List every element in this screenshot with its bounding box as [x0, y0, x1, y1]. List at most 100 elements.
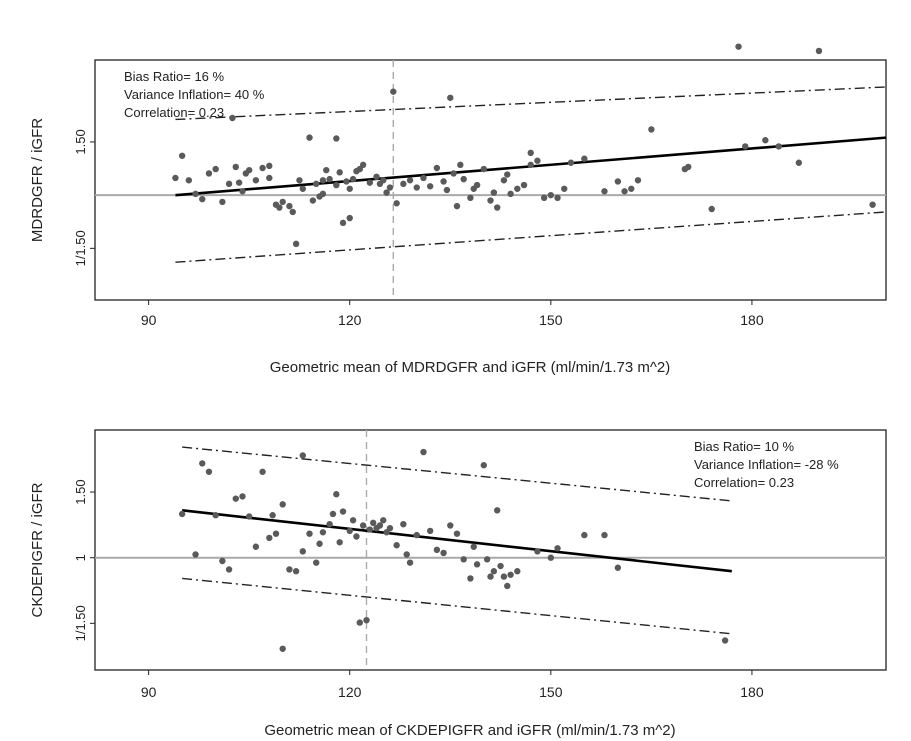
- data-point: [383, 189, 390, 196]
- data-point: [205, 170, 213, 177]
- plot-frame: [94, 59, 887, 301]
- data-point: [621, 188, 628, 195]
- stat-variance-inflation: Variance Inflation= -28 %: [694, 457, 839, 472]
- data-point: [292, 568, 300, 575]
- data-point: [393, 200, 400, 207]
- data-point: [205, 468, 213, 475]
- data-point: [259, 164, 266, 172]
- data-point: [356, 619, 363, 626]
- data-point: [225, 180, 233, 188]
- data-point: [279, 645, 286, 652]
- x-axis-label: Geometric mean of CKDEPIGFR and iGFR (ml…: [264, 722, 675, 739]
- data-point: [507, 190, 514, 198]
- plot-content: 90 120 150 180 1.50 1 1/1.50: [73, 430, 886, 700]
- data-point: [252, 543, 260, 550]
- y-tick-label: 1.50: [73, 479, 88, 504]
- data-point: [386, 184, 394, 191]
- data-point: [366, 526, 374, 533]
- data-point: [487, 197, 494, 204]
- data-point: [359, 522, 367, 529]
- data-point: [343, 178, 350, 185]
- data-point: [369, 519, 377, 527]
- data-point: [540, 194, 548, 202]
- data-point: [581, 531, 588, 539]
- x-tick-label: 90: [141, 684, 157, 700]
- data-point: [323, 166, 330, 174]
- y-tick-label: 1/1.50: [73, 230, 88, 266]
- data-point: [426, 527, 434, 535]
- data-point: [815, 47, 823, 55]
- data-point: [336, 539, 343, 546]
- data-point: [483, 556, 491, 563]
- data-point: [366, 179, 374, 186]
- regression-line: [182, 509, 732, 573]
- data-point: [447, 94, 454, 101]
- data-point: [406, 177, 414, 184]
- data-point: [547, 554, 555, 561]
- data-point: [514, 568, 521, 575]
- data-point: [296, 177, 303, 184]
- data-point: [648, 126, 655, 133]
- data-point: [413, 531, 420, 539]
- data-point: [172, 174, 179, 182]
- data-point: [245, 513, 253, 520]
- stat-bias-ratio: Bias Ratio= 16 %: [124, 69, 225, 84]
- data-point: [534, 548, 541, 555]
- x-tick-label: 150: [539, 684, 563, 700]
- data-point: [319, 177, 327, 184]
- data-point: [634, 177, 642, 184]
- data-point: [219, 557, 226, 565]
- data-point: [192, 551, 199, 558]
- x-tick-label: 150: [539, 312, 563, 328]
- data-point: [326, 520, 333, 528]
- data-point: [470, 543, 477, 550]
- data-point: [192, 190, 199, 198]
- data-point: [457, 161, 464, 169]
- data-point: [561, 185, 568, 192]
- chart-mdrd: MDRDGFR / iGFR Geometric mean of MDRDGFR…: [29, 43, 887, 376]
- data-point: [500, 573, 508, 580]
- data-point: [333, 181, 340, 189]
- y-tick-label: 1: [73, 554, 88, 561]
- data-point: [685, 163, 692, 171]
- data-point: [329, 510, 337, 518]
- data-point: [212, 165, 219, 173]
- data-point: [480, 165, 487, 173]
- data-point: [279, 198, 286, 206]
- y-tick-label: 1.50: [73, 129, 88, 154]
- data-point: [359, 161, 367, 169]
- data-point: [467, 194, 474, 202]
- data-point: [581, 155, 588, 162]
- data-point: [313, 559, 320, 566]
- data-point: [380, 517, 387, 524]
- data-point: [460, 556, 467, 563]
- data-point: [178, 510, 186, 518]
- stat-bias-ratio: Bias Ratio= 10 %: [694, 439, 795, 454]
- data-point: [376, 522, 384, 529]
- data-point: [336, 169, 343, 176]
- data-point: [225, 566, 233, 573]
- data-point: [420, 448, 427, 456]
- data-point: [232, 163, 239, 171]
- data-point: [504, 171, 511, 178]
- data-point: [554, 545, 561, 552]
- data-point: [346, 214, 353, 222]
- data-point: [235, 179, 243, 186]
- data-point: [735, 43, 742, 50]
- data-point: [614, 178, 622, 185]
- data-point: [534, 157, 541, 164]
- plot-frame: [94, 429, 887, 671]
- data-point: [420, 174, 427, 182]
- data-point: [473, 181, 481, 189]
- data-point: [229, 114, 236, 122]
- data-point: [299, 452, 307, 459]
- data-point: [554, 194, 561, 202]
- data-point: [199, 460, 206, 467]
- data-point: [269, 512, 276, 519]
- data-point: [309, 197, 317, 204]
- data-point: [520, 181, 528, 189]
- data-point: [708, 205, 715, 213]
- data-point: [440, 178, 447, 185]
- data-point: [400, 180, 407, 188]
- stat-variance-inflation: Variance Inflation= 40 %: [124, 87, 265, 102]
